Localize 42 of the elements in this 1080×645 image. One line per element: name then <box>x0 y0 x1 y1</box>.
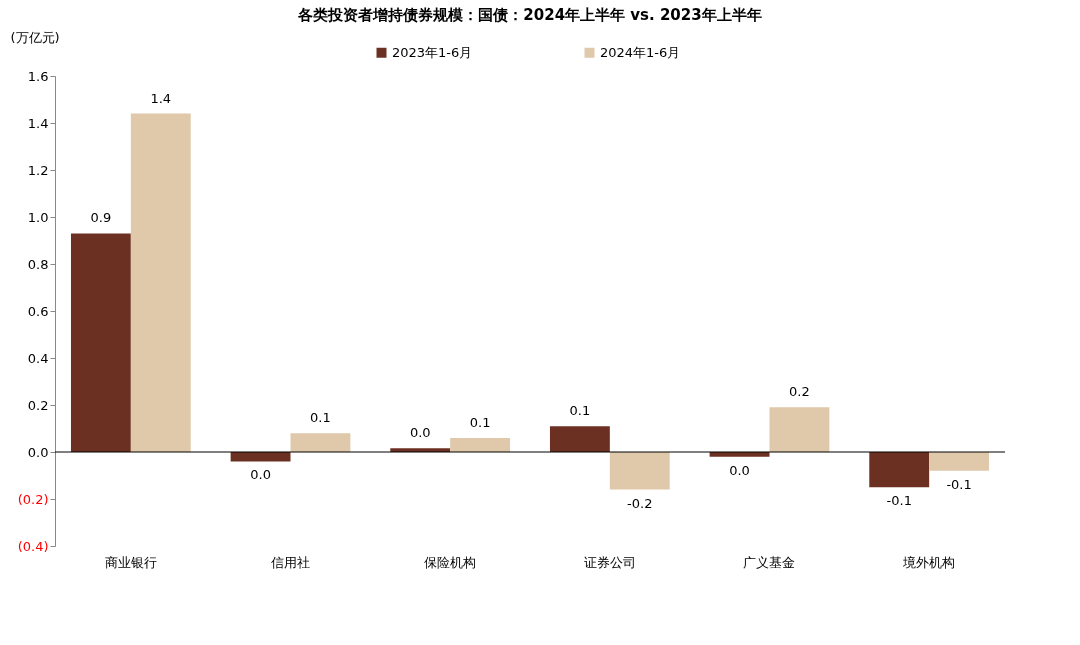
y-tick-label: 1.4 <box>27 115 49 131</box>
data-label: -0.1 <box>886 493 912 509</box>
y-tick-label: 0.0 <box>27 444 49 460</box>
data-label: 0.0 <box>409 425 431 441</box>
bar <box>929 452 990 471</box>
bar <box>769 407 830 452</box>
y-tick-label: 1.2 <box>27 162 49 178</box>
y-tick-label: 0.8 <box>27 256 49 272</box>
data-label: -0.1 <box>946 476 972 492</box>
bar <box>130 113 191 452</box>
y-tick-label: 0.6 <box>27 303 49 319</box>
bar <box>290 433 351 452</box>
y-tick-label: 1.0 <box>27 209 49 225</box>
legend-label: 2023年1-6月 <box>392 44 473 60</box>
data-label: 0.2 <box>789 384 810 400</box>
y-axis-title: (万亿元) <box>10 29 60 45</box>
y-tick-label: (0.4) <box>17 538 49 554</box>
legend-label: 2024年1-6月 <box>600 44 681 60</box>
bar <box>549 426 610 452</box>
x-tick-label: 信用社 <box>271 554 310 570</box>
y-tick-label: 0.4 <box>27 350 49 366</box>
x-tick-label: 证券公司 <box>583 554 636 570</box>
bar <box>70 233 131 452</box>
data-label: 1.4 <box>150 90 172 106</box>
chart-title: 各类投资者增持债券规模：国债：2024年上半年 vs. 2023年上半年 <box>297 6 762 24</box>
bar <box>869 452 930 488</box>
data-label: 0.1 <box>310 410 331 426</box>
data-label: 0.1 <box>469 414 491 430</box>
data-label: -0.2 <box>627 495 653 511</box>
y-tick-label: (0.2) <box>17 491 49 507</box>
data-label: 0.9 <box>90 210 112 226</box>
x-tick-label: 境外机构 <box>902 554 956 570</box>
x-tick-label: 广义基金 <box>743 554 796 570</box>
data-label: 0.0 <box>250 467 271 483</box>
bar <box>609 452 670 490</box>
data-label: 0.1 <box>569 403 591 419</box>
data-label: 0.0 <box>729 462 750 478</box>
y-tick-label: 1.6 <box>27 68 49 84</box>
bar <box>450 437 511 452</box>
y-tick-label: 0.2 <box>27 397 49 413</box>
x-tick-label: 商业银行 <box>104 554 157 570</box>
x-tick-label: 保险机构 <box>424 554 477 570</box>
